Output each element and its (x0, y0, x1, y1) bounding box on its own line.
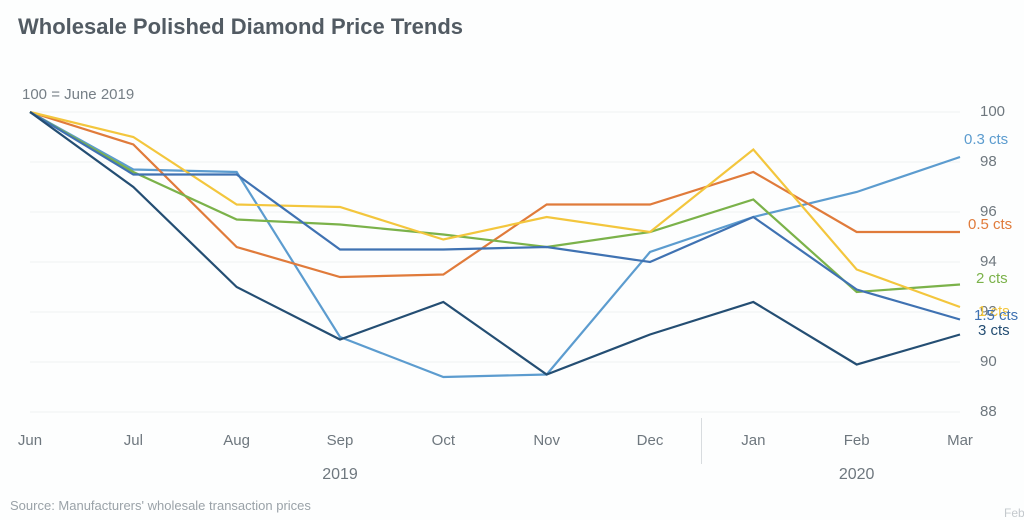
x-tick: Oct (413, 432, 473, 449)
y-tick: 100 (980, 103, 1005, 120)
series-label: 3 cts (978, 322, 1010, 339)
x-tick: Sep (310, 432, 370, 449)
x-tick: Jun (0, 432, 60, 449)
x-year-label: 2020 (817, 466, 897, 484)
y-tick: 88 (980, 403, 997, 420)
x-tick: Jul (103, 432, 163, 449)
chart-subtitle: 100 = June 2019 (22, 86, 134, 103)
chart-source: Source: Manufacturers' wholesale transac… (10, 498, 311, 513)
x-tick: Mar (930, 432, 990, 449)
chart-title: Wholesale Polished Diamond Price Trends (18, 14, 463, 40)
series-0.5-cts (30, 112, 960, 277)
series-label: 0.5 cts (968, 216, 1012, 233)
y-tick: 90 (980, 353, 997, 370)
x-tick: Nov (517, 432, 577, 449)
extra-right-text: Feb (1004, 506, 1024, 520)
series-1.5-cts (30, 112, 960, 320)
series-3-cts (30, 112, 960, 375)
x-tick: Jan (723, 432, 783, 449)
x-year-label: 2019 (300, 466, 380, 484)
series-1-cts (30, 112, 960, 307)
series-label: 2 cts (976, 270, 1008, 287)
y-tick: 98 (980, 153, 997, 170)
plot-svg (30, 112, 960, 412)
x-tick: Dec (620, 432, 680, 449)
chart-container: Wholesale Polished Diamond Price Trends … (0, 0, 1024, 520)
plot-area (30, 112, 960, 412)
y-tick: 94 (980, 253, 997, 270)
series-label: 0.3 cts (964, 131, 1008, 148)
x-tick: Aug (207, 432, 267, 449)
x-tick: Feb (827, 432, 887, 449)
